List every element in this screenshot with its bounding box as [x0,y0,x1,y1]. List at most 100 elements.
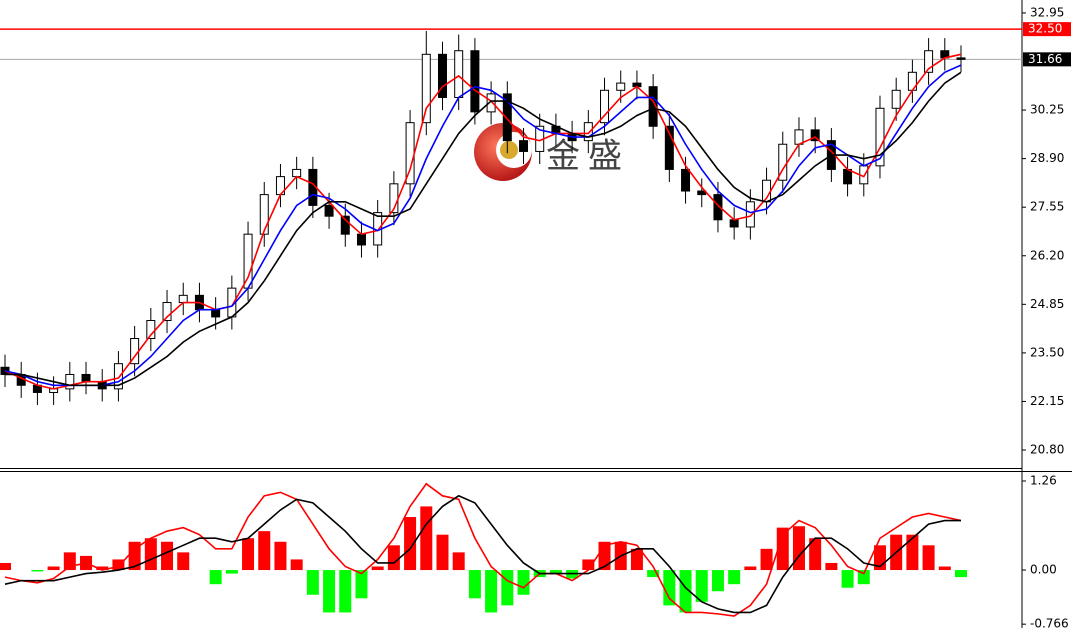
y-tick-label: 23.50 [1030,345,1064,359]
candle-body [843,168,853,185]
y-tick-label: 30.25 [1030,103,1064,117]
histogram-bar [711,570,724,592]
level-label: 32.50 [1028,22,1062,36]
histogram-bar [809,538,822,571]
y-tick-label: 20.80 [1030,443,1064,457]
histogram-bar [841,570,854,588]
y-tick-label: 1.26 [1030,473,1057,487]
histogram-bar [31,570,44,572]
histogram-bar [112,559,125,571]
histogram-bar [955,570,967,578]
y-tick-label: 0.00 [1030,563,1057,577]
histogram-bar [290,559,303,571]
candle-body [259,194,269,235]
candle-body [292,168,302,178]
histogram-bar [274,541,287,571]
histogram-bar [209,570,222,585]
histogram-bar [258,531,271,571]
histogram-bar [225,570,238,574]
candle-body [956,57,966,60]
histogram-bar [549,570,562,574]
histogram-bar [647,570,660,578]
histogram-bar [857,570,870,585]
indicator-line [4,494,961,614]
histogram-bar [582,559,595,571]
indicator-line [4,64,962,387]
histogram-bar [306,570,319,595]
histogram-bar [339,570,352,613]
y-tick-label: 27.55 [1030,200,1064,214]
histogram-bar [792,526,805,571]
histogram-bar [452,552,465,571]
histogram-bar [96,566,109,571]
candle-body [421,53,431,124]
candle-body [600,89,610,124]
candle-body [583,122,593,142]
histogram-bar [323,570,336,613]
histogram-bar [468,570,481,599]
candle-body [65,373,75,390]
level-label-box [1023,52,1071,67]
candle-body [437,53,447,98]
candle-body [486,93,496,113]
y-tick-label: 26.20 [1030,248,1064,262]
candle-body [648,86,658,127]
histogram-bar [776,527,789,571]
histogram-bar [938,566,951,571]
histogram-bar [161,541,174,571]
candle-body [519,140,529,152]
histogram-bar [760,548,773,571]
candle-body [340,215,350,235]
candle-body [211,309,221,318]
histogram-bar [695,570,708,602]
indicator-line [5,71,962,387]
histogram-bar [679,570,692,613]
y-tick-label: 32.95 [1030,5,1064,19]
histogram-bar [501,570,514,606]
candle-body [729,219,739,228]
candle-body [454,50,464,98]
histogram-bar [906,534,919,571]
candle-body [81,373,91,383]
histogram-bar [128,541,141,571]
histogram-bar [177,552,190,571]
candle-body [356,233,366,246]
histogram-bar [355,570,368,599]
histogram-bar [922,545,935,571]
candle-body [178,294,188,304]
candle-body [794,129,804,145]
candle-body [664,125,674,170]
level-label: 31.66 [1028,52,1062,66]
histogram-bar [47,566,60,571]
y-tick-label: 22.15 [1030,394,1064,408]
candle-body [324,204,334,217]
histogram-bar [517,570,530,595]
candle-body [713,194,723,221]
indicator-line [4,53,962,390]
y-tick-label: 28.90 [1030,151,1064,165]
candle-body [681,168,691,192]
y-tick-label: 24.85 [1030,297,1064,311]
candle-body [891,89,901,109]
candle-body [616,82,626,91]
histogram-bar [420,506,433,571]
histogram-bar [371,566,384,571]
candle-body [875,107,885,167]
candle-body [810,129,820,142]
histogram-bar [0,562,11,571]
histogram-bar [404,517,417,571]
histogram-bar [144,538,157,571]
histogram-bar [744,566,757,571]
candle-body [113,363,123,390]
histogram-bar [436,534,449,571]
histogram-bar [825,562,838,571]
candle-body [243,233,253,289]
y-tick-label: -0.766 [1030,617,1069,628]
candle-body [470,50,480,113]
candle-body [924,50,934,73]
histogram-bar [728,570,741,585]
candle-body [162,302,172,322]
histogram-bar [242,538,255,571]
histogram-bar [630,548,643,571]
